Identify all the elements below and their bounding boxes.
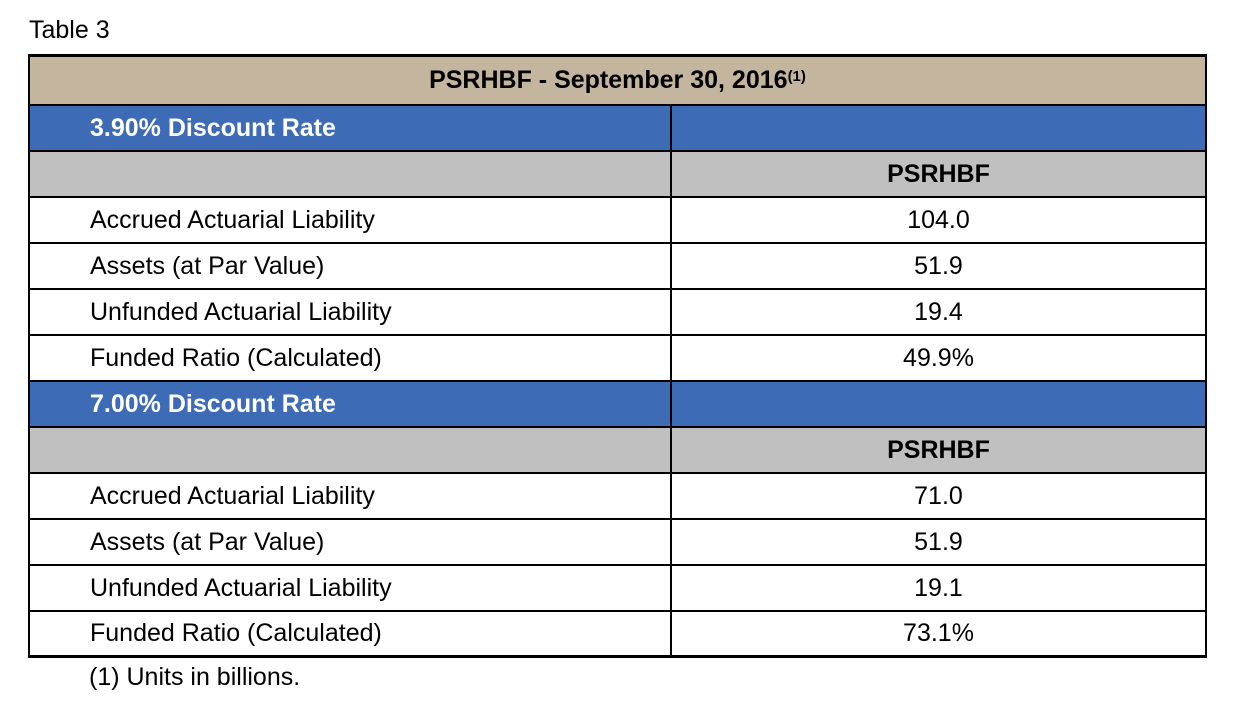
row-label: Assets (at Par Value) [30,244,672,288]
table-footnote: (1) Units in billions. [89,663,301,691]
column-header-empty-cell [30,428,672,472]
row-label: Funded Ratio (Calculated) [30,336,672,380]
row-value: 71.0 [914,481,963,510]
row-value: 19.4 [914,297,963,326]
section-header-row: 7.00% Discount Rate [28,382,1207,428]
table-row: Funded Ratio (Calculated) 49.9% [28,336,1207,382]
row-label: Accrued Actuarial Liability [30,474,672,518]
table-caption: Table 3 [29,16,110,44]
data-table: PSRHBF - September 30, 2016 (1) 3.90% Dis… [28,54,1207,658]
column-header-row: PSRHBF [28,428,1207,474]
title-footnote-marker: (1) [787,68,806,85]
column-header-empty-cell [30,152,672,196]
section-heading: 7.00% Discount Rate [30,382,672,426]
row-label: Assets (at Par Value) [30,520,672,564]
column-header: PSRHBF [887,159,990,188]
table-row: Unfunded Actuarial Liability 19.1 [28,566,1207,612]
row-label: Funded Ratio (Calculated) [30,612,672,655]
table-row: Assets (at Par Value) 51.9 [28,244,1207,290]
row-value: 51.9 [914,251,963,280]
row-label: Accrued Actuarial Liability [30,198,672,242]
row-value: 19.1 [914,573,963,602]
table-row: Unfunded Actuarial Liability 19.4 [28,290,1207,336]
section-heading-empty-cell [672,382,1205,426]
table-row: Accrued Actuarial Liability 104.0 [28,198,1207,244]
table-row: Funded Ratio (Calculated) 73.1% [28,612,1207,658]
row-value: 104.0 [907,205,970,234]
table-row: Assets (at Par Value) 51.9 [28,520,1207,566]
column-header-row: PSRHBF [28,152,1207,198]
table-title-row: PSRHBF - September 30, 2016 (1) [28,54,1207,106]
table-title: PSRHBF - September 30, 2016 [429,66,788,94]
table-row: Accrued Actuarial Liability 71.0 [28,474,1207,520]
row-value: 73.1% [903,619,974,647]
row-label: Unfunded Actuarial Liability [30,290,672,334]
row-value: 49.9% [903,343,974,372]
column-header: PSRHBF [887,435,990,464]
row-label: Unfunded Actuarial Liability [30,566,672,610]
row-value: 51.9 [914,527,963,556]
section-header-row: 3.90% Discount Rate [28,106,1207,152]
section-heading: 3.90% Discount Rate [30,106,672,150]
section-heading-empty-cell [672,106,1205,150]
